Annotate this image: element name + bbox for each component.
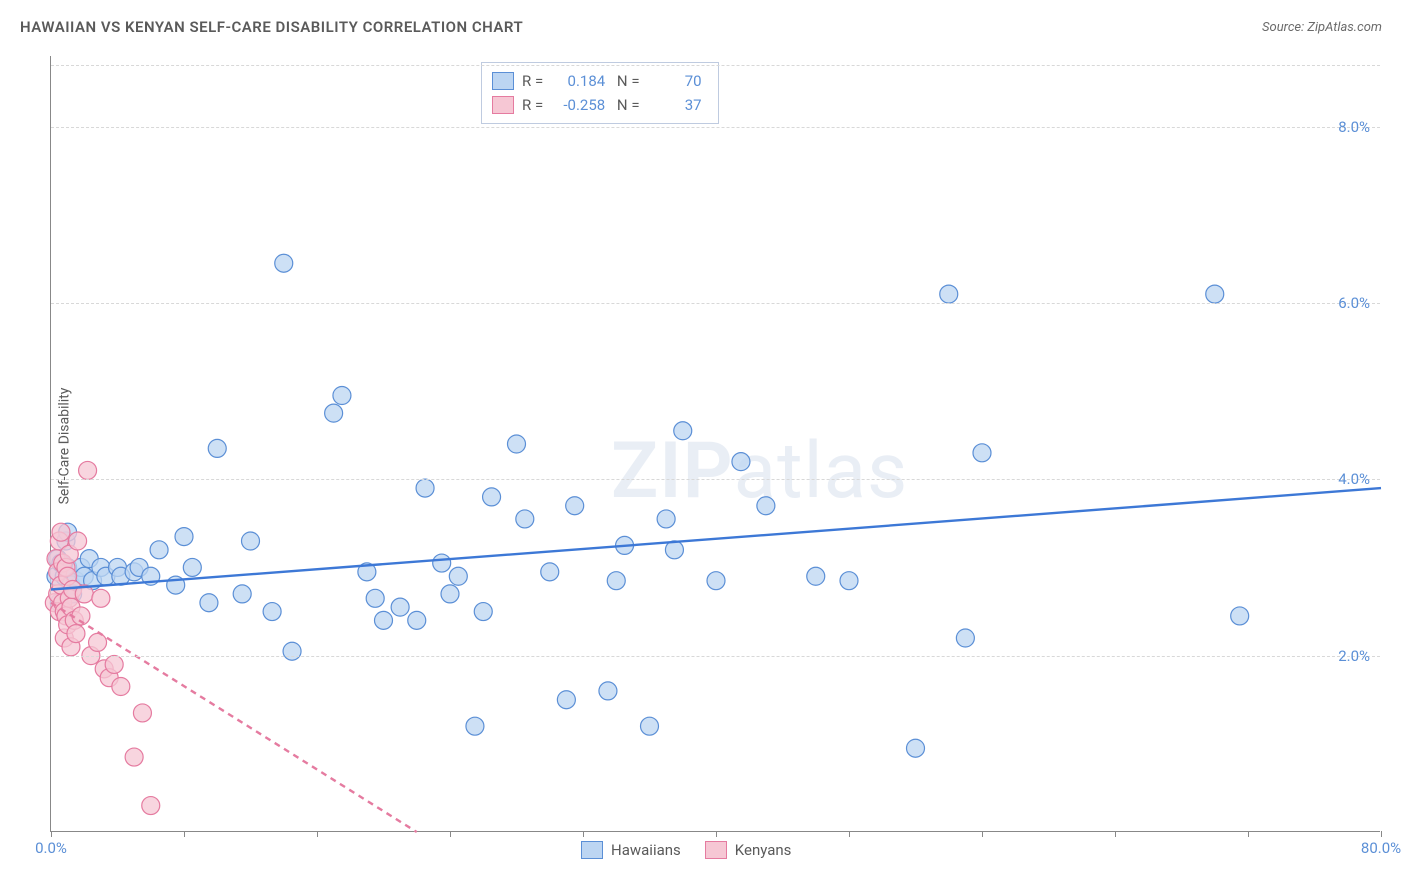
data-point bbox=[325, 404, 343, 422]
legend-item-kenyans: Kenyans bbox=[705, 841, 792, 859]
data-point bbox=[508, 435, 526, 453]
data-point bbox=[242, 532, 260, 550]
plot-svg bbox=[51, 56, 1380, 831]
data-point bbox=[483, 488, 501, 506]
data-point bbox=[233, 585, 251, 603]
data-point bbox=[408, 611, 426, 629]
data-point bbox=[125, 748, 143, 766]
data-point bbox=[1206, 285, 1224, 303]
data-point bbox=[416, 479, 434, 497]
data-point bbox=[105, 655, 123, 673]
source-attribution: Source: ZipAtlas.com bbox=[1262, 20, 1382, 35]
data-point bbox=[263, 603, 281, 621]
y-tick-label: 8.0% bbox=[1338, 118, 1370, 136]
data-point bbox=[67, 625, 85, 643]
x-tick bbox=[982, 831, 983, 837]
data-point bbox=[757, 497, 775, 515]
data-point bbox=[375, 611, 393, 629]
data-point bbox=[599, 682, 617, 700]
data-point bbox=[956, 629, 974, 647]
data-point bbox=[208, 439, 226, 457]
data-point bbox=[366, 589, 384, 607]
data-point bbox=[607, 572, 625, 590]
swatch-hawaiians bbox=[581, 841, 603, 859]
y-tick-label: 2.0% bbox=[1338, 647, 1370, 665]
data-point bbox=[89, 633, 107, 651]
gridline bbox=[51, 303, 1380, 304]
data-point bbox=[283, 642, 301, 660]
data-point bbox=[333, 387, 351, 405]
data-point bbox=[449, 567, 467, 585]
data-point bbox=[674, 422, 692, 440]
trend-line bbox=[51, 603, 417, 832]
x-tick-label: 0.0% bbox=[35, 839, 67, 857]
x-tick-label: 80.0% bbox=[1361, 839, 1401, 857]
data-point bbox=[657, 510, 675, 528]
x-tick bbox=[1115, 831, 1116, 837]
data-point bbox=[557, 691, 575, 709]
gridline bbox=[51, 479, 1380, 480]
x-tick bbox=[1381, 831, 1382, 837]
gridline bbox=[51, 65, 1380, 66]
series-legend: Hawaiians Kenyans bbox=[581, 841, 791, 859]
data-point bbox=[566, 497, 584, 515]
data-point bbox=[1231, 607, 1249, 625]
data-point bbox=[907, 739, 925, 757]
data-point bbox=[79, 461, 97, 479]
data-point bbox=[433, 554, 451, 572]
data-point bbox=[69, 532, 87, 550]
data-point bbox=[133, 704, 151, 722]
data-point bbox=[200, 594, 218, 612]
data-point bbox=[441, 585, 459, 603]
data-point bbox=[150, 541, 168, 559]
data-point bbox=[183, 558, 201, 576]
chart-title: HAWAIIAN VS KENYAN SELF-CARE DISABILITY … bbox=[20, 18, 523, 36]
x-tick bbox=[849, 831, 850, 837]
x-tick bbox=[583, 831, 584, 837]
data-point bbox=[973, 444, 991, 462]
data-point bbox=[807, 567, 825, 585]
data-point bbox=[541, 563, 559, 581]
data-point bbox=[940, 285, 958, 303]
data-point bbox=[516, 510, 534, 528]
x-tick bbox=[716, 831, 717, 837]
data-point bbox=[175, 528, 193, 546]
gridline bbox=[51, 656, 1380, 657]
plot-area: ZIPatlas R = 0.184 N = 70 R = -0.258 N =… bbox=[50, 56, 1380, 832]
y-tick-label: 6.0% bbox=[1338, 294, 1370, 312]
data-point bbox=[112, 678, 130, 696]
data-point bbox=[52, 523, 70, 541]
gridline bbox=[51, 127, 1380, 128]
data-point bbox=[474, 603, 492, 621]
y-tick-label: 4.0% bbox=[1338, 470, 1370, 488]
data-point bbox=[92, 589, 110, 607]
data-point bbox=[391, 598, 409, 616]
swatch-kenyans bbox=[705, 841, 727, 859]
x-tick bbox=[184, 831, 185, 837]
x-tick bbox=[450, 831, 451, 837]
data-point bbox=[707, 572, 725, 590]
data-point bbox=[641, 717, 659, 735]
data-point bbox=[142, 797, 160, 815]
x-tick bbox=[317, 831, 318, 837]
legend-item-hawaiians: Hawaiians bbox=[581, 841, 681, 859]
data-point bbox=[466, 717, 484, 735]
data-point bbox=[732, 453, 750, 471]
data-point bbox=[840, 572, 858, 590]
data-point bbox=[275, 254, 293, 272]
x-tick bbox=[1248, 831, 1249, 837]
x-tick bbox=[51, 831, 52, 837]
